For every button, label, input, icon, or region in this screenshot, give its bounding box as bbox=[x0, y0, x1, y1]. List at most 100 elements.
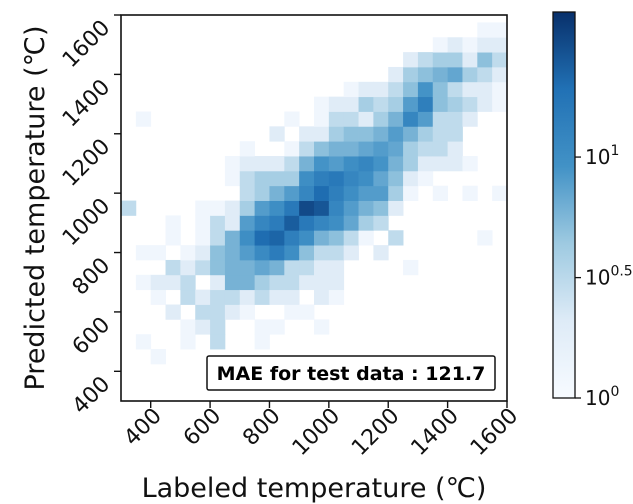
y-tick-label: 1000 bbox=[58, 194, 115, 251]
heatmap-cell bbox=[328, 141, 345, 157]
heatmap-cell bbox=[343, 170, 359, 187]
x-axis-title: Labeled temperature (℃) bbox=[142, 473, 487, 504]
heatmap-cell bbox=[432, 111, 449, 127]
heatmap-cell bbox=[254, 170, 270, 187]
heatmap-cell bbox=[343, 215, 359, 231]
heatmap-cell bbox=[447, 141, 463, 157]
heatmap-cell bbox=[239, 289, 256, 305]
x-tick-label: 1200 bbox=[347, 404, 404, 461]
heatmap-cell bbox=[269, 230, 285, 246]
heatmap-cell bbox=[284, 170, 300, 187]
heatmap-cell bbox=[328, 111, 345, 127]
heatmap-cell bbox=[284, 289, 300, 305]
heatmap-cell bbox=[328, 96, 345, 112]
heatmap-cell bbox=[492, 52, 508, 68]
heatmap-cell bbox=[314, 289, 330, 305]
heatmap-cell bbox=[254, 156, 270, 172]
heatmap-cell bbox=[477, 52, 493, 68]
heatmap-cell bbox=[477, 230, 493, 246]
heatmap-cell bbox=[224, 215, 241, 231]
heatmap-cell bbox=[373, 245, 389, 261]
heatmap-cell bbox=[150, 245, 166, 261]
heatmap-cell bbox=[210, 200, 226, 216]
x-tick-label: 800 bbox=[238, 404, 285, 451]
heatmap-cell bbox=[492, 37, 508, 53]
heatmap-cell bbox=[180, 259, 196, 276]
plot-frame bbox=[120, 14, 508, 402]
heatmap-cell bbox=[254, 215, 270, 231]
heatmap-cell bbox=[210, 274, 226, 291]
heatmap-cell bbox=[343, 230, 359, 246]
heatmap-cell bbox=[358, 126, 374, 142]
heatmap-cell bbox=[343, 200, 359, 216]
heatmap-cell bbox=[477, 81, 493, 98]
heatmap-cell bbox=[417, 170, 434, 187]
heatmap-cell bbox=[239, 274, 256, 291]
heatmap-cell bbox=[358, 185, 374, 201]
heatmap-cell bbox=[284, 200, 300, 216]
heatmap-cell bbox=[224, 274, 241, 291]
heatmap-cell bbox=[224, 304, 241, 320]
heatmap-cell bbox=[403, 66, 419, 83]
heatmap-cell bbox=[462, 111, 478, 127]
heatmap-cell bbox=[447, 66, 463, 83]
heatmap-cell bbox=[403, 126, 419, 142]
heatmap-cell bbox=[299, 304, 315, 320]
x-tick-label: 600 bbox=[179, 404, 226, 451]
heatmap-cell bbox=[343, 245, 359, 261]
heatmap-cell bbox=[239, 170, 256, 187]
heatmap-cell bbox=[462, 81, 478, 98]
heatmap-cell bbox=[432, 66, 449, 83]
heatmap-cell bbox=[343, 96, 359, 112]
heatmap-cell bbox=[328, 289, 345, 305]
heatmap-cell bbox=[328, 259, 345, 276]
heatmap-cell bbox=[358, 230, 374, 246]
heatmap-cell bbox=[254, 230, 270, 246]
heatmap-cell bbox=[388, 200, 404, 216]
heatmap-cell bbox=[150, 349, 166, 365]
heatmap-cell bbox=[314, 141, 330, 157]
heatmap-cell bbox=[388, 170, 404, 187]
heatmap-cell bbox=[284, 156, 300, 172]
heatmap-cell bbox=[284, 304, 300, 320]
heatmap-cell bbox=[254, 245, 270, 261]
heatmap-cell bbox=[462, 156, 478, 172]
heatmap-cell bbox=[328, 185, 345, 201]
heatmap-cell bbox=[417, 96, 434, 112]
heatmap-cell bbox=[299, 230, 315, 246]
heatmap-cell bbox=[299, 200, 315, 216]
heatmap-cell bbox=[299, 245, 315, 261]
heatmap-cell bbox=[462, 185, 478, 201]
heatmap-cell bbox=[447, 156, 463, 172]
heatmap-cell bbox=[314, 245, 330, 261]
heatmap-cell bbox=[373, 126, 389, 142]
heatmap-cell bbox=[210, 319, 226, 335]
heatmap-cell bbox=[210, 259, 226, 276]
heatmap-cell bbox=[314, 96, 330, 112]
heatmap-cell bbox=[195, 230, 211, 246]
heatmap-cell bbox=[417, 126, 434, 142]
heatmap-cell bbox=[195, 215, 211, 231]
heatmap-cell bbox=[299, 156, 315, 172]
heatmap-cell bbox=[224, 230, 241, 246]
heatmap-cell bbox=[239, 230, 256, 246]
heatmap-cell bbox=[135, 334, 152, 350]
heatmap-cell bbox=[299, 185, 315, 201]
heatmap-cell bbox=[314, 230, 330, 246]
heatmap-cell bbox=[403, 111, 419, 127]
heatmap-cell bbox=[373, 81, 389, 98]
heatmap-cell bbox=[314, 126, 330, 142]
heatmap-cell bbox=[403, 156, 419, 172]
heatmap-cell bbox=[358, 111, 374, 127]
heatmap-cell bbox=[239, 141, 256, 157]
heatmap-cell bbox=[299, 274, 315, 291]
heatmap-cell bbox=[343, 156, 359, 172]
heatmap-cell bbox=[432, 185, 449, 201]
heatmap-cell bbox=[432, 52, 449, 68]
heatmap-cell bbox=[135, 274, 152, 291]
heatmap-cell bbox=[373, 156, 389, 172]
heatmap-cell bbox=[373, 141, 389, 157]
heatmap-cell bbox=[417, 66, 434, 83]
